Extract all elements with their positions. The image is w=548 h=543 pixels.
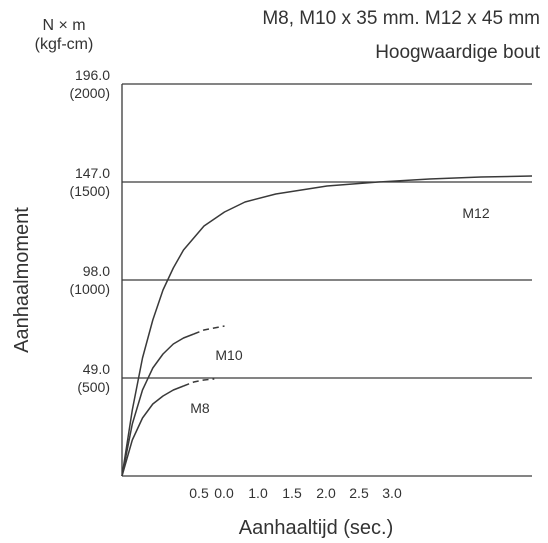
- y-tick-label: 147.0: [75, 165, 110, 181]
- series-m10-line: [121, 333, 195, 477]
- plot-area: 196.0 (2000) 147.0 (1500) 98.0 (1000) 49.0 (500…: [70, 67, 533, 501]
- y-tick-sublabel: (500): [77, 379, 110, 395]
- series-m12-label: M12: [462, 205, 489, 221]
- y-axis-label: Aanhaalmoment: [11, 207, 33, 353]
- chart-subtitle: Hoogwaardige bout: [375, 42, 541, 63]
- x-tick-label: 1.5: [282, 485, 302, 501]
- y-tick-label: 196.0: [75, 67, 110, 83]
- y-tick-label: 49.0: [83, 361, 110, 377]
- y-unit-sub-label: (kgf-cm): [35, 36, 94, 53]
- chart-title: M8, M10 x 35 mm. M12 x 45 mm: [262, 8, 540, 29]
- x-tick-label: 2.0: [316, 485, 336, 501]
- x-axis-label: Aanhaaltijd (sec.): [239, 517, 394, 539]
- y-tick-label: 98.0: [83, 263, 110, 279]
- series-m12-line: [121, 175, 533, 477]
- series-m10-extrapolation: [193, 325, 225, 335]
- x-tick-label: 1.0: [248, 485, 268, 501]
- series-m10-label: M10: [215, 347, 242, 363]
- series-m8-extrapolation: [183, 378, 215, 387]
- x-tick-label: 0.5: [189, 485, 209, 501]
- y-tick-sublabel: (2000): [70, 85, 110, 101]
- x-tick-label: 3.0: [382, 485, 402, 501]
- series-m8-line: [121, 385, 184, 477]
- y-tick-sublabel: (1000): [70, 281, 110, 297]
- y-tick-sublabel: (1500): [70, 183, 110, 199]
- y-unit-label: N × m: [42, 17, 85, 34]
- series-m8-label: M8: [190, 400, 210, 416]
- x-tick-label: 2.5: [349, 485, 369, 501]
- x-tick-label: 0.0: [214, 485, 234, 501]
